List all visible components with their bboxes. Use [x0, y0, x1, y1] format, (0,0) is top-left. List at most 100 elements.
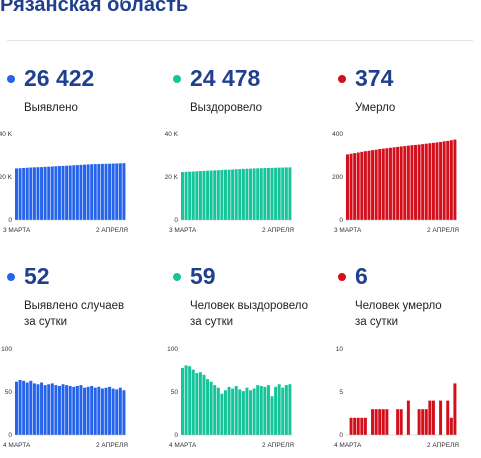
bar	[245, 387, 249, 435]
x-tick-label-start: 3 МАРТА	[169, 227, 197, 234]
bar	[86, 164, 90, 220]
bar	[266, 385, 270, 435]
bar	[90, 164, 94, 220]
bar	[111, 388, 115, 435]
stat-value: 59	[190, 263, 216, 289]
bar	[57, 166, 61, 220]
bar	[349, 417, 353, 435]
bar	[238, 169, 242, 220]
bar	[202, 374, 206, 435]
stat-label-line: Выявлено случаев	[24, 300, 125, 312]
bar	[22, 167, 26, 220]
bar	[399, 146, 403, 220]
y-tick-label: 20 K	[165, 174, 179, 181]
bar	[50, 383, 54, 435]
bar	[15, 168, 18, 220]
bar	[93, 387, 97, 435]
bar	[75, 165, 79, 220]
bar	[259, 168, 263, 220]
bar	[227, 169, 231, 220]
bar	[108, 163, 112, 220]
bar	[241, 391, 245, 435]
stat-label-line: за сутки	[355, 316, 399, 328]
bar	[252, 168, 256, 220]
y-tick-label: 0	[8, 432, 12, 439]
bar	[216, 170, 220, 220]
bar	[277, 167, 281, 220]
bar	[238, 389, 242, 435]
bar	[22, 380, 26, 435]
bar	[209, 170, 213, 220]
bar	[36, 167, 40, 220]
bar	[43, 166, 47, 220]
stat-label: Человек выздоровело за сутки	[190, 298, 322, 330]
bar	[378, 409, 382, 435]
bar	[396, 409, 400, 435]
bar	[249, 168, 253, 220]
bar	[378, 149, 382, 220]
bar	[93, 164, 97, 220]
bar	[72, 386, 76, 435]
bar	[356, 417, 360, 435]
bar	[406, 145, 410, 220]
bar	[277, 384, 281, 435]
bar	[181, 367, 184, 435]
bar	[374, 149, 378, 220]
bar	[25, 167, 29, 220]
bar	[266, 167, 270, 220]
bar	[195, 171, 199, 220]
bar	[50, 166, 54, 220]
stat-panel-recovered: 24 478 Выздоровело	[172, 64, 322, 254]
bar	[363, 417, 367, 435]
bar	[234, 169, 238, 220]
bar	[353, 153, 357, 220]
stat-panel-detected: 26 422 Выявлено	[6, 64, 156, 254]
y-tick-label: 20 K	[0, 174, 13, 181]
x-tick-label-start: 3 МАРТА	[334, 227, 362, 234]
bar	[57, 385, 61, 435]
bar	[381, 148, 385, 220]
legend-dot	[338, 273, 346, 281]
bar	[417, 409, 421, 435]
bar	[83, 387, 87, 435]
bar	[115, 163, 119, 220]
bar	[381, 409, 385, 435]
bar	[54, 385, 58, 435]
x-tick-label-start: 4 МАРТА	[169, 442, 197, 449]
bar	[288, 384, 292, 435]
bar	[223, 169, 227, 220]
bar	[356, 152, 360, 220]
bar	[417, 144, 421, 220]
bar	[406, 400, 410, 435]
legend-dot	[173, 75, 181, 83]
page-title: Рязанская область	[0, 0, 189, 16]
bar	[213, 385, 217, 435]
bar	[234, 385, 238, 435]
bar	[188, 171, 192, 220]
bar	[431, 400, 435, 435]
bar	[47, 166, 51, 220]
bar	[446, 400, 450, 435]
legend-dot	[7, 75, 15, 83]
bar	[353, 417, 357, 435]
bar	[252, 388, 256, 435]
bar	[428, 400, 432, 435]
legend-dot	[338, 75, 346, 83]
bar	[122, 163, 126, 220]
bar	[108, 386, 112, 435]
stat-label-line: Человек выздоровело	[190, 300, 309, 312]
bar	[32, 383, 36, 435]
bar	[270, 167, 274, 220]
bar	[111, 163, 115, 220]
bar	[72, 165, 76, 220]
bar	[263, 168, 267, 220]
bar	[274, 167, 278, 220]
stat-label-line: Выздоровело	[190, 102, 263, 114]
stat-label: Умерло	[355, 100, 481, 116]
bar	[449, 417, 453, 435]
chart-died-daily: 0 5 10 4 МАРТА 2 АПРЕЛЯ	[334, 346, 459, 449]
bar	[424, 409, 428, 435]
chart-detected-daily: 0 50 100 4 МАРТА 2 АПРЕЛЯ	[1, 346, 128, 449]
bar	[241, 168, 245, 220]
bar	[360, 151, 364, 220]
